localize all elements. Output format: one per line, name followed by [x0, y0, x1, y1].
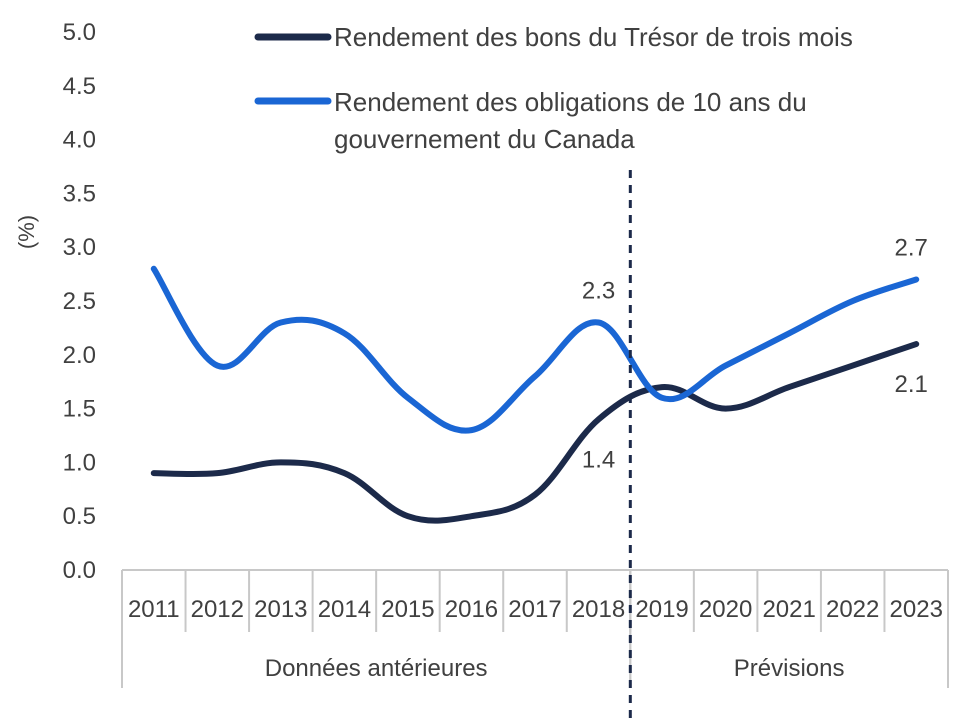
legend-label-tbill: Rendement des bons du Trésor de trois mo…	[334, 22, 853, 52]
x-tick-label: 2023	[890, 596, 943, 623]
y-tick-label: 0.0	[63, 557, 96, 584]
x-tick-label: 2021	[762, 596, 815, 623]
x-tick-label: 2022	[826, 596, 879, 623]
legend-label-bond-line2: gouvernement du Canada	[334, 124, 635, 154]
x-tick-label: 2011	[128, 596, 180, 623]
y-tick-label: 3.0	[63, 234, 96, 261]
data-label: 2.7	[895, 234, 928, 261]
legend-item-tbill: Rendement des bons du Trésor de trois mo…	[254, 22, 853, 52]
x-tick-label: 2016	[445, 596, 498, 623]
group-label-0: Données antérieures	[265, 655, 488, 682]
x-tick-label: 2014	[318, 596, 371, 623]
series-line-tbill	[150, 341, 920, 524]
x-tick-label: 2020	[699, 596, 752, 623]
x-tick-label: 2013	[254, 596, 307, 623]
y-tick-label: 4.0	[63, 127, 96, 154]
x-tick-label: 2012	[191, 596, 244, 623]
x-tick-label: 2019	[635, 596, 688, 623]
legend: Rendement des bons du Trésor de trois mo…	[254, 22, 853, 154]
group-label-1: Prévisions	[734, 655, 845, 682]
y-tick-label: 1.0	[63, 449, 96, 476]
y-tick-label: 1.5	[63, 396, 96, 423]
y-tick-label: 0.5	[63, 503, 96, 530]
series-lines	[150, 265, 920, 524]
legend-item-bond: Rendement des obligations de 10 ans du g…	[254, 87, 807, 154]
x-tick-label: 2017	[508, 596, 561, 623]
legend-label-bond-line1: Rendement des obligations de 10 ans du	[334, 87, 807, 117]
x-tick-label: 2015	[381, 596, 434, 623]
x-axis-frame	[121, 569, 949, 688]
series-line-bond	[150, 265, 920, 434]
y-tick-label: 3.5	[63, 180, 96, 207]
x-tick-label: 2018	[572, 596, 625, 623]
y-axis: 0.0 0.5 1.0 1.5 2.0 2.5 3.0 3.5 4.0 4.5 5.0	[63, 19, 96, 584]
data-label: 2.1	[895, 371, 928, 398]
data-label: 2.3	[582, 278, 615, 305]
data-labels: 2.3 1.4 2.7 2.1	[582, 234, 928, 473]
y-tick-label: 2.5	[63, 288, 96, 315]
y-tick-label: 4.5	[63, 73, 96, 100]
category-groups: Données antérieures Prévisions	[265, 655, 845, 682]
data-label: 1.4	[582, 446, 615, 473]
y-tick-label: 2.0	[63, 342, 96, 369]
y-axis-label: (%)	[14, 215, 39, 249]
y-tick-label: 5.0	[63, 19, 96, 46]
x-axis: 2011 2012 2013 2014 2015 2016 2017 2018 2019 2020…	[128, 596, 943, 623]
